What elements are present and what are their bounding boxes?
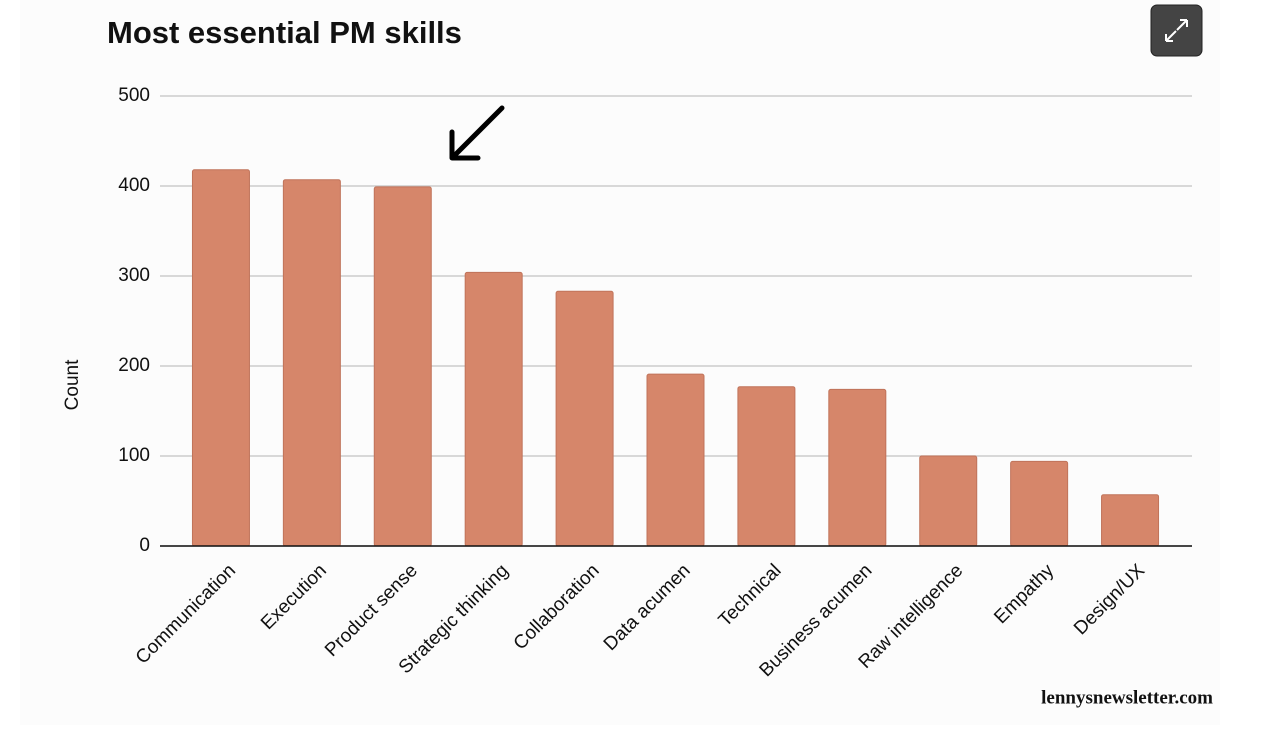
y-tick-label: 0 xyxy=(139,535,150,556)
chart-title: Most essential PM skills xyxy=(107,15,462,50)
bar xyxy=(646,373,705,547)
y-tick-label: 500 xyxy=(118,85,150,106)
bar xyxy=(282,179,341,547)
bar xyxy=(737,386,796,547)
y-tick-label: 400 xyxy=(118,175,150,196)
bar xyxy=(1101,494,1160,547)
expand-button-bg[interactable] xyxy=(1150,4,1203,57)
bar xyxy=(919,455,978,547)
y-tick-label: 200 xyxy=(118,355,150,376)
y-tick-label: 100 xyxy=(118,445,150,466)
bar xyxy=(1010,460,1069,547)
watermark: lennysnewsletter.com xyxy=(1041,687,1213,708)
y-tick-label: 300 xyxy=(118,265,150,286)
bar xyxy=(555,290,614,547)
bar xyxy=(373,186,432,547)
bar xyxy=(828,388,887,547)
bar xyxy=(191,169,250,547)
expand-button[interactable] xyxy=(1150,4,1203,57)
expand-icon[interactable] xyxy=(1165,19,1188,42)
y-axis-label: Count xyxy=(62,359,83,410)
bar xyxy=(464,271,523,547)
annotation-arrow xyxy=(449,105,505,161)
